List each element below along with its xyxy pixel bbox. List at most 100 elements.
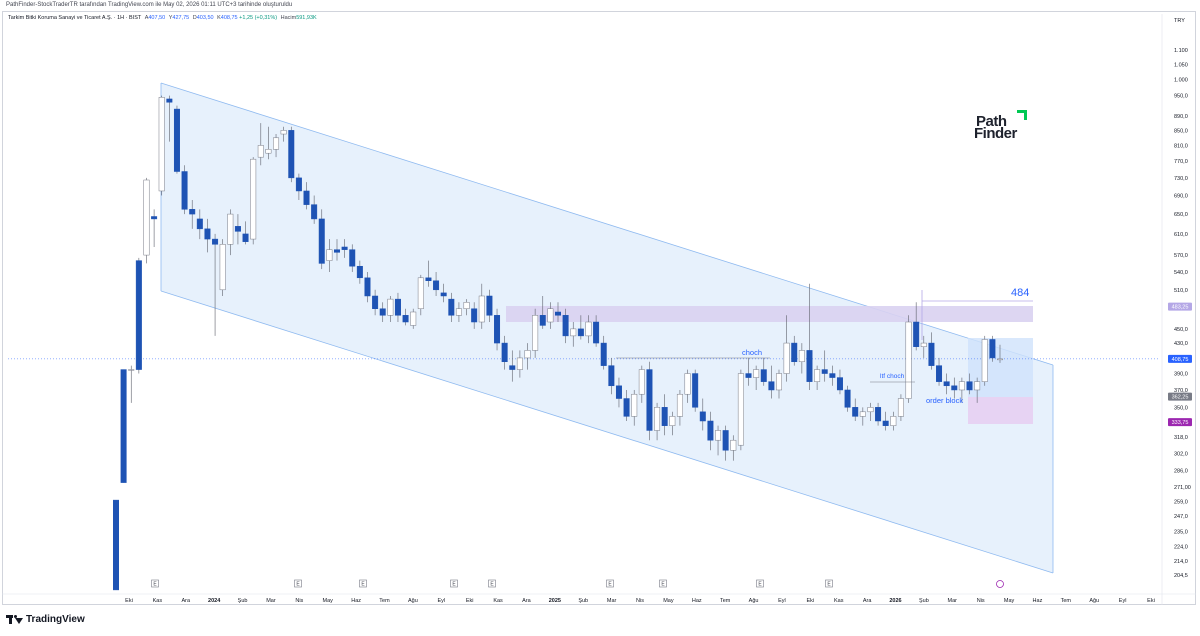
candle-body: [852, 407, 859, 417]
candle-body: [417, 277, 424, 309]
price-badge: [1168, 302, 1192, 311]
candle-body: [501, 342, 508, 363]
price-badge-label: 408,75: [1172, 357, 1189, 363]
candle-body: [882, 420, 889, 426]
candle-body: [196, 218, 203, 230]
candle-body: [981, 339, 988, 382]
candle-body: [265, 149, 272, 154]
candle-body: [433, 280, 440, 291]
time-tick-label: Ara: [863, 598, 873, 604]
candle-body: [638, 369, 645, 395]
time-tick-label: 2026: [889, 598, 901, 604]
tradingview-brand[interactable]: TradingView: [6, 614, 85, 625]
earnings-marker-label: E: [361, 582, 365, 588]
candle-body: [425, 277, 432, 282]
price-tick-label: 690,0: [1174, 193, 1188, 199]
price-tick-label: 1.100: [1174, 48, 1188, 54]
price-tick-label: 247,0: [1174, 514, 1188, 520]
candle-body: [562, 315, 569, 337]
time-tick-label: Kas: [153, 598, 163, 604]
candle-body: [600, 342, 607, 366]
currency-label[interactable]: TRY: [1174, 18, 1185, 24]
price-tick-label: 1.050: [1174, 62, 1188, 68]
candle-body: [966, 381, 973, 391]
candle-body: [410, 311, 417, 326]
earnings-marker: [450, 579, 458, 588]
symbol-legend: Tarkim Bitki Koruma Sanayi ve Ticaret A.…: [8, 15, 317, 21]
candle-body: [654, 407, 661, 431]
earnings-marker-label: E: [827, 582, 831, 588]
candle-body: [753, 369, 760, 378]
upcoming-event-icon: [996, 580, 1004, 588]
time-axis[interactable]: Eki Kas Ara 2024 Şub Mar Nis May Haz Tem Ağu Eyl Eki…: [2, 579, 1196, 604]
candle-body: [387, 298, 394, 316]
earnings-marker: [825, 579, 833, 588]
earnings-marker: [359, 579, 367, 588]
time-tick-label: Şub: [578, 598, 588, 604]
close-value: 408,75: [220, 15, 238, 21]
candle-body: [250, 158, 257, 240]
candle-body: [394, 298, 401, 316]
time-tick-label: Eki: [125, 598, 133, 604]
candle-body: [364, 277, 371, 297]
candle-body: [890, 416, 897, 426]
price-tick-label: 350,0: [1174, 405, 1188, 411]
earnings-marker: [294, 579, 302, 588]
price-tick-label: 214,0: [1174, 559, 1188, 565]
earnings-marker: [606, 579, 614, 588]
earnings-marker: [756, 579, 764, 588]
time-tick-label: Şub: [238, 598, 248, 604]
candle-body: [273, 137, 280, 150]
candle-body: [257, 145, 264, 158]
candle-body: [151, 216, 158, 220]
time-tick-label: Mar: [948, 598, 958, 604]
candle-body: [356, 265, 363, 279]
high-value: 427,75: [172, 15, 190, 21]
price-tick-label: 430,0: [1174, 341, 1188, 347]
time-tick-label: Kas: [834, 598, 844, 604]
time-tick-label: Eki: [466, 598, 474, 604]
time-tick-label: Eyl: [1119, 598, 1127, 604]
earnings-marker-label: E: [661, 582, 665, 588]
time-tick-label: Eyl: [778, 598, 786, 604]
candle-body: [707, 420, 714, 441]
high-label: Y: [168, 15, 173, 21]
candle-body: [768, 381, 775, 391]
candle-body: [463, 302, 470, 309]
price-tick-label: 730,0: [1174, 176, 1188, 182]
candle-body: [189, 209, 196, 215]
price-badge-label: 333,75: [1172, 420, 1189, 426]
low-value: 403,50: [196, 15, 214, 21]
candle-body: [318, 218, 325, 264]
candle-body: [219, 244, 226, 291]
price-axis[interactable]: 1.100 1.050 1.000 950,0 890,0 850,0 810,0 770,0…: [1161, 14, 1192, 605]
candle-body: [494, 315, 501, 344]
close-label: K: [217, 15, 221, 21]
candle-body: [181, 171, 188, 210]
annotation-order-block: order block: [926, 396, 963, 405]
time-tick-label: Nis: [977, 598, 985, 604]
candle-body: [722, 430, 729, 451]
price-badge-label: 362,25: [1172, 395, 1189, 401]
low-label: D: [192, 15, 197, 21]
symbol-title[interactable]: Tarkim Bitki Koruma Sanayi ve Ticaret A.…: [8, 15, 142, 21]
price-tick-label: 302,0: [1174, 451, 1188, 457]
candle-body: [212, 238, 219, 245]
candle-body: [974, 381, 981, 391]
candle-body: [836, 377, 843, 391]
candle-body: [402, 315, 409, 323]
time-tick-label: Ağu: [1089, 598, 1099, 604]
earnings-marker-label: E: [452, 582, 456, 588]
time-tick-label: Mar: [266, 598, 276, 604]
candle-body: [951, 385, 958, 391]
candle-body: [737, 373, 744, 446]
price-badge: [1168, 418, 1192, 427]
open-value: 407,50: [148, 15, 166, 21]
time-tick-label: 2024: [208, 598, 221, 604]
candle-body: [234, 226, 241, 232]
chart-frame: [2, 11, 1196, 605]
price-tick-label: 810,0: [1174, 143, 1188, 149]
candle-body: [829, 373, 836, 378]
candle-body: [905, 321, 912, 399]
